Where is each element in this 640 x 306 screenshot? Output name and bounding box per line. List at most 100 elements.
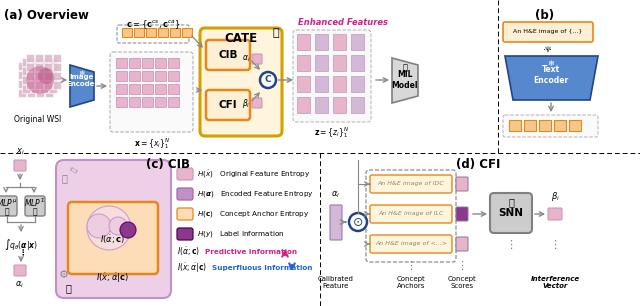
- Bar: [142, 97, 153, 107]
- Bar: [155, 97, 166, 107]
- Bar: [351, 97, 364, 113]
- Text: $x_i$: $x_i$: [15, 147, 24, 157]
- FancyBboxPatch shape: [177, 188, 193, 200]
- Bar: [40, 85, 48, 93]
- Text: CIB: CIB: [218, 50, 237, 60]
- Text: (a) Overview: (a) Overview: [4, 9, 89, 22]
- Bar: [134, 28, 144, 37]
- FancyBboxPatch shape: [0, 196, 17, 216]
- Bar: [36, 80, 44, 88]
- FancyBboxPatch shape: [200, 28, 282, 136]
- Text: 🔥: 🔥: [403, 64, 408, 73]
- Text: $\mathbf{z}=\{z_i\}_1^N$: $\mathbf{z}=\{z_i\}_1^N$: [314, 125, 349, 140]
- FancyBboxPatch shape: [68, 202, 158, 274]
- Bar: [569, 120, 581, 131]
- Bar: [27, 89, 35, 97]
- Bar: [22, 85, 30, 93]
- Bar: [18, 80, 26, 88]
- Text: Concept
Scores: Concept Scores: [447, 276, 476, 289]
- Bar: [351, 55, 364, 71]
- Bar: [49, 67, 57, 75]
- Circle shape: [26, 66, 54, 94]
- Text: Enhanced Features: Enhanced Features: [298, 18, 388, 27]
- Bar: [53, 81, 61, 89]
- Bar: [155, 71, 166, 81]
- Bar: [539, 120, 551, 131]
- Bar: [36, 62, 44, 70]
- Bar: [35, 81, 43, 89]
- Bar: [155, 58, 166, 68]
- Bar: [18, 89, 26, 97]
- Bar: [116, 84, 127, 94]
- Circle shape: [260, 72, 276, 88]
- Circle shape: [87, 214, 111, 238]
- Bar: [333, 76, 346, 92]
- Circle shape: [87, 206, 131, 250]
- Bar: [168, 84, 179, 94]
- Text: ⋮: ⋮: [456, 261, 468, 271]
- Bar: [35, 63, 43, 71]
- Bar: [297, 34, 310, 50]
- Bar: [129, 71, 140, 81]
- Text: 🔥: 🔥: [273, 28, 279, 38]
- Text: Original WSI: Original WSI: [14, 115, 61, 124]
- FancyBboxPatch shape: [456, 207, 468, 221]
- FancyBboxPatch shape: [14, 160, 26, 171]
- FancyBboxPatch shape: [206, 40, 250, 70]
- Text: Text
Encoder: Text Encoder: [533, 65, 568, 85]
- FancyBboxPatch shape: [252, 54, 262, 64]
- FancyBboxPatch shape: [293, 30, 371, 122]
- FancyBboxPatch shape: [503, 115, 598, 137]
- Bar: [333, 97, 346, 113]
- Text: ⋮: ⋮: [506, 240, 516, 250]
- FancyBboxPatch shape: [56, 160, 171, 298]
- FancyBboxPatch shape: [252, 98, 262, 108]
- Text: Predictive Information: Predictive Information: [205, 249, 297, 255]
- Bar: [31, 67, 39, 75]
- Circle shape: [120, 222, 136, 238]
- Circle shape: [109, 217, 127, 235]
- Bar: [315, 76, 328, 92]
- FancyBboxPatch shape: [490, 193, 532, 233]
- Text: 🔥: 🔥: [33, 207, 37, 217]
- FancyBboxPatch shape: [330, 205, 342, 240]
- Bar: [168, 97, 179, 107]
- Bar: [40, 58, 48, 66]
- Bar: [49, 85, 57, 93]
- Bar: [333, 34, 346, 50]
- Bar: [146, 28, 156, 37]
- Text: Calibrated
Feature: Calibrated Feature: [318, 276, 354, 289]
- Bar: [36, 71, 44, 79]
- Text: ❄: ❄: [547, 59, 554, 69]
- Bar: [31, 58, 39, 66]
- Text: An H&E image of <...>: An H&E image of <...>: [375, 241, 447, 247]
- Bar: [142, 58, 153, 68]
- Text: An H&E image of IDC: An H&E image of IDC: [378, 181, 444, 186]
- Bar: [142, 84, 153, 94]
- Bar: [116, 58, 127, 68]
- Bar: [297, 97, 310, 113]
- Bar: [297, 76, 310, 92]
- Bar: [27, 62, 35, 70]
- Text: ...: ...: [543, 42, 552, 52]
- Bar: [182, 28, 192, 37]
- Text: $I(\dot{\alpha};\mathbf{c})$: $I(\dot{\alpha};\mathbf{c})$: [100, 233, 125, 246]
- Bar: [297, 55, 310, 71]
- Bar: [554, 120, 566, 131]
- Bar: [116, 97, 127, 107]
- Text: (d) CFI: (d) CFI: [456, 158, 500, 171]
- Bar: [116, 71, 127, 81]
- Bar: [31, 76, 39, 84]
- FancyBboxPatch shape: [177, 168, 193, 180]
- Text: Concept
Anchors: Concept Anchors: [397, 276, 426, 289]
- Bar: [22, 67, 30, 75]
- Text: ⋮: ⋮: [549, 240, 561, 250]
- Bar: [53, 63, 61, 71]
- Text: $\beta_i$: $\beta_i$: [550, 190, 559, 203]
- Bar: [168, 58, 179, 68]
- Bar: [509, 120, 521, 131]
- Bar: [26, 72, 34, 80]
- Bar: [22, 76, 30, 84]
- Text: An H&E image of ILC: An H&E image of ILC: [378, 211, 444, 217]
- Bar: [53, 72, 61, 80]
